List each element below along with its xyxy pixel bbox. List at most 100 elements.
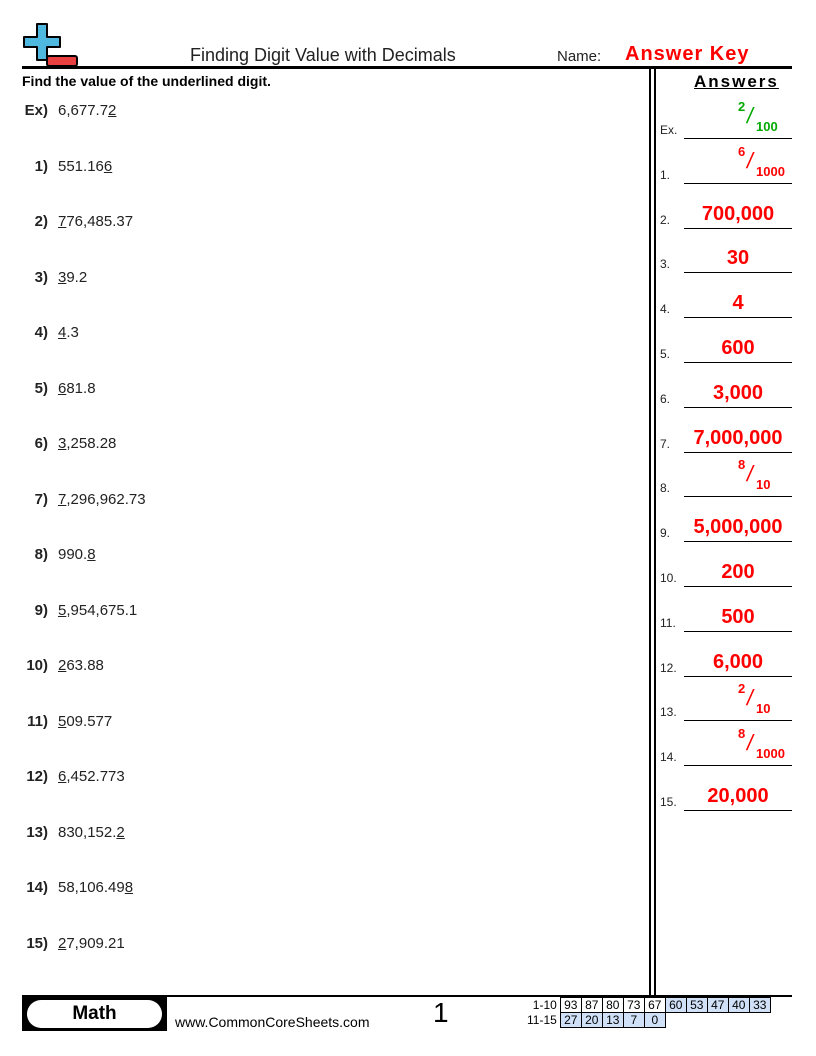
score-cell: 80 <box>601 997 624 1013</box>
answer-label: 8. <box>660 481 671 496</box>
underlined-digit: 2 <box>116 823 125 841</box>
score-cell: 93 <box>559 997 582 1013</box>
problem-label: 12) <box>26 768 48 785</box>
problem-text-pre: 58,106.49 <box>58 879 125 896</box>
fraction-numerator: 8 <box>738 457 746 473</box>
score-cell: 47 <box>706 997 729 1013</box>
problem-label: 3) <box>34 268 48 286</box>
score-cell: 7 <box>622 1012 645 1028</box>
problem-item: 6) 3,258.28 <box>0 435 117 452</box>
problem-text-post: 76,485.37 <box>66 213 134 230</box>
fraction-numerator: 6 <box>738 143 746 159</box>
problem-label: 6) <box>34 435 48 452</box>
answer-item: 2. 700,000 <box>660 189 792 229</box>
answer-line <box>684 541 792 543</box>
problem-item: 4) 4.3 <box>0 324 79 341</box>
problem-label: 14) <box>26 879 48 896</box>
underlined-digit: 2 <box>58 657 67 674</box>
score-cell: 20 <box>580 1012 603 1028</box>
problem-text-post: ,954,675.1 <box>66 601 138 619</box>
problem-text-pre: 830,152. <box>58 823 117 841</box>
answer-line <box>684 182 792 184</box>
problem-item: 5) 681.8 <box>0 380 96 397</box>
problem-label: 1) <box>34 157 48 175</box>
underlined-digit: 2 <box>108 102 117 119</box>
problem-item: 10) 263.88 <box>0 657 104 674</box>
answer-item: 6. 3,000 <box>660 368 792 408</box>
score-range: 11-15 <box>527 1013 557 1027</box>
answer-line <box>684 451 792 453</box>
name-value: Answer Key <box>625 43 750 65</box>
score-cell: 13 <box>601 1012 624 1028</box>
answer-item: 15. 20,000 <box>660 771 792 811</box>
answer-line <box>684 765 792 767</box>
fraction-denominator: 10 <box>756 701 771 717</box>
underlined-digit: 5 <box>58 601 67 619</box>
answer-line <box>684 586 792 587</box>
answer-line <box>684 272 792 274</box>
answer-label: 15. <box>660 795 677 809</box>
score-table: 1-10 93 87 80 73 67 60 53 47 40 33 11-15 27 20 13 7 0 <box>524 997 771 1028</box>
problem-label: 10) <box>26 657 48 674</box>
score-row: 1-10 93 87 80 73 67 60 53 47 40 33 <box>524 997 771 1013</box>
answer-line <box>684 675 792 677</box>
fraction-numerator: 2 <box>738 99 746 114</box>
problem-label: 5) <box>34 379 48 397</box>
problem-item: 1) 551.166 <box>0 157 113 175</box>
answer-item: 4. 4 <box>660 278 792 319</box>
underlined-digit: 6 <box>58 768 67 785</box>
answer-fraction: 8/10 <box>684 457 792 495</box>
problem-item: 3) 39.2 <box>0 268 88 286</box>
fraction-denominator: 10 <box>756 477 771 493</box>
answer-line <box>684 227 792 229</box>
answer-value: 200 <box>721 561 755 583</box>
answer-item: 3. 30 <box>660 233 792 274</box>
answer-label: 6. <box>660 391 671 406</box>
divider <box>649 68 651 996</box>
problem-item: 8) 990.8 <box>0 546 96 563</box>
answer-label: 11. <box>660 615 676 630</box>
problem-item: 12) 6,452.773 <box>0 768 124 785</box>
instructions: Find the value of the underlined digit. <box>22 73 271 89</box>
problem-item: 15) 27,909.21 <box>0 934 125 952</box>
answer-label: 2. <box>660 212 671 227</box>
answer-item: 1. 6/1000 <box>660 144 792 184</box>
answer-line <box>684 406 792 408</box>
problem-text-post: .3 <box>66 324 79 341</box>
answer-label: Ex. <box>660 123 678 137</box>
underlined-digit: 8 <box>87 546 96 563</box>
problem-text-post: 7,909.21 <box>66 934 125 952</box>
problem-item: 11) 509.577 <box>0 713 112 730</box>
site-url: www.CommonCoreSheets.com <box>175 1014 370 1030</box>
problem-text-pre: 551.16 <box>58 157 104 175</box>
problem-text-pre: 990. <box>58 546 88 563</box>
worksheet-title: Finding Digit Value with Decimals <box>190 45 456 65</box>
answer-label: 3. <box>660 257 671 272</box>
answer-line <box>684 720 792 722</box>
problem-item: 14) 58,106.498 <box>0 879 133 896</box>
score-cell: 33 <box>748 997 771 1013</box>
answer-item: 10. 200 <box>660 547 792 587</box>
score-cell: 27 <box>559 1012 582 1028</box>
answer-label: 1. <box>660 167 671 182</box>
problem-item: 13) 830,152.2 <box>0 823 125 841</box>
fraction-slash: / <box>744 461 756 487</box>
name-label: Name: <box>557 48 602 65</box>
answer-item: 9. 5,000,000 <box>660 502 792 543</box>
score-row: 11-15 27 20 13 7 0 <box>524 1012 770 1028</box>
problem-label: 13) <box>26 823 48 841</box>
score-cell: 40 <box>727 997 750 1013</box>
answer-item: 12. 6,000 <box>660 637 792 677</box>
answer-label: 4. <box>660 302 671 317</box>
score-cell: 67 <box>643 997 666 1013</box>
score-range: 1-10 <box>532 998 557 1012</box>
problem-item: Ex) 6,677.72 <box>0 102 117 119</box>
underlined-digit: 8 <box>124 879 134 896</box>
answer-item: Ex. 2/100 <box>660 99 792 139</box>
answer-value: 5,000,000 <box>693 516 783 539</box>
divider <box>22 995 792 997</box>
underlined-digit: 3 <box>58 268 67 286</box>
answer-value: 7,000,000 <box>693 426 783 449</box>
answer-value: 6,000 <box>712 650 764 673</box>
divider <box>654 68 656 996</box>
